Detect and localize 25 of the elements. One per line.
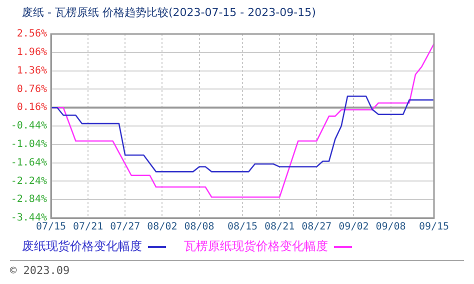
- x-tick-label: 07/21: [73, 222, 104, 233]
- legend-label: 废纸现货价格变化幅度: [22, 238, 142, 255]
- y-tick-label: 0.76%: [16, 84, 47, 95]
- x-tick-label: 09/08: [376, 222, 406, 233]
- x-tick-label: 09/02: [338, 222, 369, 233]
- y-tick-label: -2.24%: [10, 176, 47, 187]
- x-tick-label: 08/08: [184, 222, 214, 233]
- chart-title: 废纸 - 瓦楞原纸 价格趋势比较(2023-07-15 - 2023-09-15): [22, 5, 316, 20]
- text: © 2023.09: [10, 264, 70, 277]
- y-tick-label: 1.96%: [16, 46, 47, 58]
- x-tick-label: 08/21: [264, 222, 295, 233]
- y-tick-label: -2.84%: [10, 194, 47, 206]
- y-tick-label: 0.16%: [16, 102, 47, 114]
- y-tick-label: -1.04%: [10, 138, 47, 150]
- x-tick-label: 08/02: [147, 222, 178, 233]
- x-tick-label: 09/15: [418, 222, 450, 233]
- x-tick-label: 08/27: [302, 222, 332, 233]
- x-tick-label: 07/27: [110, 222, 140, 233]
- y-tick-label: 1.36%: [16, 65, 47, 76]
- x-tick-label: 07/15: [36, 222, 66, 233]
- y-tick-label: -0.44%: [10, 120, 47, 132]
- legend-label: 瓦楞原纸现货价格变化幅度: [184, 238, 328, 255]
- x-tick-label: 08/15: [227, 222, 258, 233]
- y-tick-label: -1.64%: [10, 157, 47, 168]
- y-tick-label: 2.56%: [16, 28, 47, 40]
